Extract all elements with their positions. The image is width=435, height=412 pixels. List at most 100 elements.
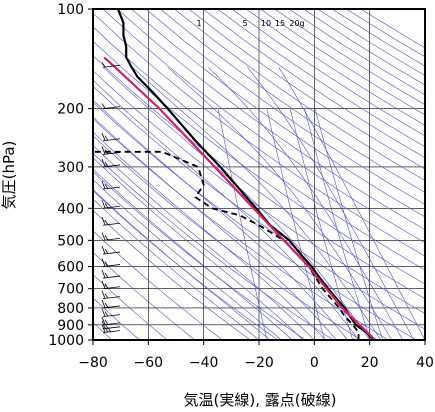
moist-adiabat [93,99,348,340]
dry-adiabat [174,9,425,181]
mixing-ratio-line [266,108,325,340]
dry-adiabat [102,9,425,244]
mixing-ratio-labels: 1 5 10 15 20g [196,19,304,28]
wind-barb-staff [102,264,121,267]
dry-adiabat [93,171,306,340]
wind-barb-staff [102,305,121,309]
wind-barb-feather [104,219,109,226]
y-tick-label: 400 [57,201,84,217]
wind-barb-feather [101,232,106,241]
wind-barb-feather [104,161,109,167]
wind-barb-feather [101,62,106,68]
wind-barb-staff [102,138,121,142]
dry-adiabat [93,209,251,340]
wind-barb-feather [104,135,109,141]
dry-adiabat [93,12,425,257]
moist-adiabat [93,79,359,340]
moist-adiabat [93,189,271,340]
wind-barb-feather [104,283,109,289]
wind-barb-staff [102,286,121,290]
dewpoint-line [93,150,360,340]
x-tick-label: −40 [189,355,219,371]
wind-barb-feather [104,261,109,267]
wind-barb-feather [104,311,109,317]
wind-barb-feather [101,299,106,308]
moist-adiabat [132,67,381,340]
dry-adiabat [116,9,425,231]
series-layer [93,9,376,340]
moist-adiabat [247,67,415,340]
wind-barb-staff [102,152,121,155]
moist-adiabat [208,67,404,340]
wind-barb-feather [104,203,109,209]
wind-barb-feather [101,217,106,226]
parcel-line [103,56,376,340]
wind-barb-staff [102,186,121,190]
y-tick-label: 300 [57,160,84,176]
y-tick-label: 1000 [48,333,84,349]
dry-adiabat [93,297,140,340]
y-tick-label: 800 [57,301,84,317]
wind-barb-staff [102,326,121,330]
mixing-ratio-line [314,108,383,340]
wind-barb-feather [104,293,109,299]
x-tick-label: −80 [78,355,108,371]
wind-barb-staff [102,237,121,241]
wind-barb-staff [102,296,121,300]
y-tick-label: 900 [57,318,84,334]
y-tick-label: 200 [57,102,84,118]
wind-barb-staff [102,275,121,279]
wind-barb-feather [101,269,106,278]
moist-adiabat [93,145,315,340]
y-tick-label: 600 [57,260,84,276]
dry-adiabat [93,152,334,340]
x-tick-label: −20 [244,355,274,371]
wind-barb-feather [101,258,106,267]
dry-adiabat [93,55,425,299]
mixing-ratio-label: 10 [261,19,271,28]
y-tick-label: 700 [57,282,84,298]
moist-adiabat [167,67,393,340]
wind-barb-layer [101,62,121,334]
wind-barb-feather [101,200,106,209]
wind-barb-feather [104,272,109,278]
wind-barb-feather [104,149,109,155]
wind-barb-feather [101,290,106,299]
mixing-ratio-label: 5 [242,19,247,28]
x-tick-label: 40 [416,355,434,371]
dry-adiabat [202,9,425,159]
x-tick-label: −60 [134,355,164,371]
wind-barb-feather [101,103,106,109]
moist-adiabat [93,157,304,340]
wind-barb-feather [104,319,109,325]
wind-barb-feather [101,308,106,317]
wind-barb-staff [102,322,121,326]
wind-barb-feather [104,235,109,241]
x-tick-label: 20 [361,355,379,371]
moist-adiabat [93,116,337,340]
mixing-ratio-label: 15 [275,19,285,28]
dry-adiabat [188,9,425,170]
wind-barb-feather [101,146,106,155]
wind-barb-feather [101,245,106,254]
dry-adiabat [93,40,425,285]
dry-adiabat [93,26,425,271]
dry-adiabat [217,9,425,148]
moist-adiabat [93,179,282,340]
dry-adiabat [93,135,362,340]
wind-barb-staff [102,64,121,68]
y-tick-label: 500 [57,233,84,249]
grid-layer [93,9,425,340]
moist-adiabat [93,198,260,340]
wind-barb-staff [102,251,121,255]
wind-barb-feather [104,302,109,308]
mixing-ratio-label: 20g [289,19,304,28]
y-tick-label: 100 [57,2,84,18]
y-axis-title: 気圧(hPa) [0,141,18,210]
wind-barb-staff [102,222,121,226]
dry-adiabat [93,251,196,340]
dry-adiabat [159,9,425,193]
